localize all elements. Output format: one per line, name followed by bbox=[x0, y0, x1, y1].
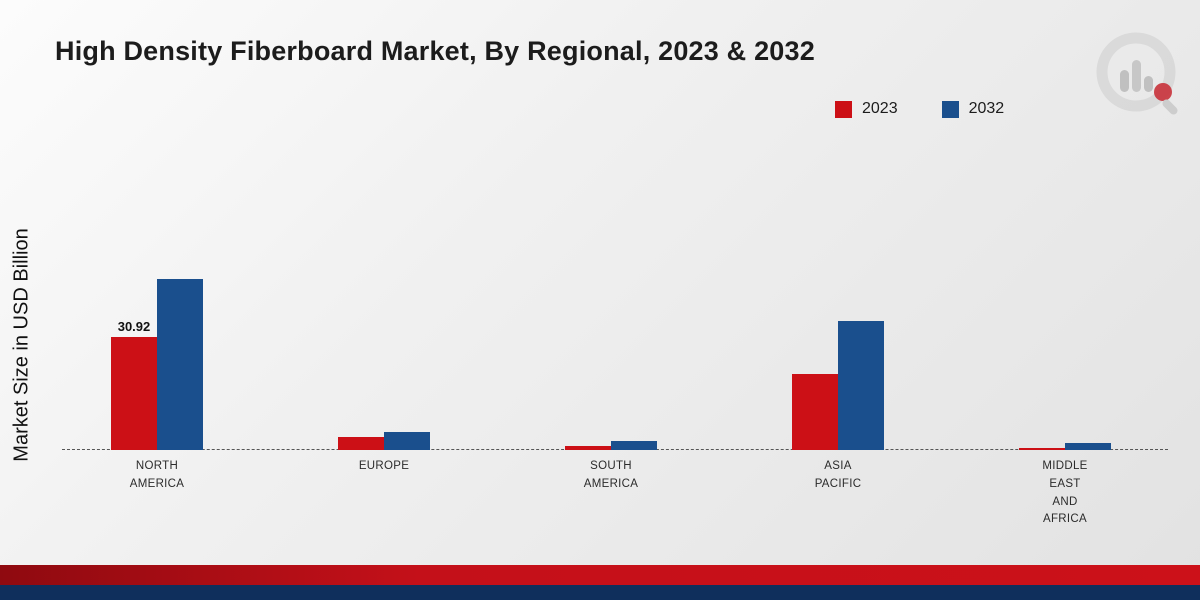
bar-2023-middle-east-and-africa bbox=[1019, 448, 1065, 450]
legend-label-2032: 2032 bbox=[968, 100, 1005, 117]
x-axis-label-asia-pacific: ASIA PACIFIC bbox=[814, 460, 862, 490]
x-axis-label-europe: EUROPE bbox=[358, 460, 410, 472]
bar-2032-europe bbox=[384, 432, 430, 450]
x-axis-label-south-america: SOUTH AMERICA bbox=[583, 460, 639, 490]
legend: 2023 2032 bbox=[835, 100, 1004, 118]
bar-2032-middle-east-and-africa bbox=[1065, 443, 1111, 450]
bar-2023-south-america bbox=[565, 446, 611, 450]
bar-2023-europe bbox=[338, 437, 384, 450]
x-axis-label-middle-east-and-africa: MIDDLE EAST AND AFRICA bbox=[1042, 460, 1088, 526]
footer-red-stripe bbox=[0, 565, 1200, 585]
legend-swatch-2032-icon bbox=[941, 100, 959, 118]
bar-2032-south-america bbox=[611, 441, 657, 450]
data-label-30.92: 30.92 bbox=[117, 319, 151, 334]
bar-2032-asia-pacific bbox=[838, 321, 884, 450]
footer-navy-stripe bbox=[0, 585, 1200, 600]
legend-item-2023: 2023 bbox=[835, 100, 898, 118]
bar-2023-asia-pacific bbox=[792, 374, 838, 450]
chart-title: High Density Fiberboard Market, By Regio… bbox=[55, 36, 815, 66]
bar-2023-north-america bbox=[111, 337, 157, 450]
bar-2032-north-america bbox=[157, 279, 203, 450]
legend-swatch-2023-icon bbox=[835, 100, 852, 118]
legend-label-2023: 2023 bbox=[862, 100, 898, 117]
x-axis-label-north-america: NORTH AMERICA bbox=[129, 460, 185, 490]
market-research-future-logo-icon bbox=[1090, 28, 1182, 125]
legend-item-2032: 2032 bbox=[941, 100, 1005, 118]
